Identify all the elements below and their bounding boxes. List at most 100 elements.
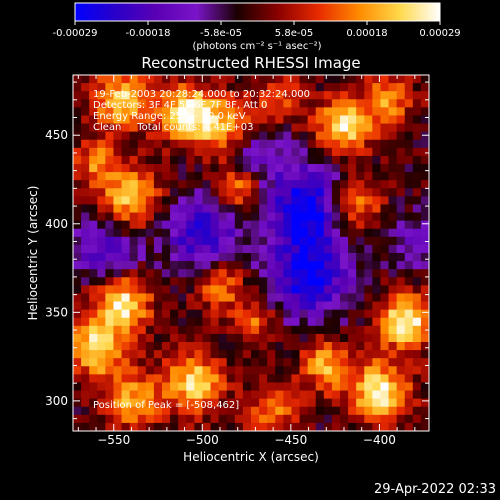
heatmap-cell: [129, 301, 139, 311]
heatmap-cell: [251, 115, 260, 125]
heatmap-cell: [153, 390, 163, 400]
heatmap-cell: [153, 91, 163, 100]
heatmap-cell: [291, 261, 301, 270]
heatmap-cell: [331, 107, 341, 117]
heatmap-cell: [242, 99, 252, 108]
heatmap-cell: [121, 180, 131, 189]
heatmap-cell: [331, 228, 341, 238]
heatmap-cell: [283, 333, 293, 343]
heatmap-cell: [218, 253, 228, 262]
heatmap-cell: [364, 390, 373, 400]
heatmap-cell: [178, 285, 187, 295]
heatmap-cell: [226, 293, 236, 303]
heatmap-cell: [202, 115, 212, 125]
heatmap-cell: [97, 75, 106, 84]
heatmap-cell: [113, 317, 123, 327]
heatmap-cell: [372, 172, 382, 181]
heatmap-cell: [178, 398, 187, 408]
heatmap-cell: [420, 139, 429, 149]
heatmap-cell: [73, 414, 82, 424]
heatmap-cell: [331, 172, 341, 181]
heatmap-cell: [356, 422, 365, 431]
heatmap-cell: [218, 236, 228, 246]
heatmap-cell: [105, 350, 115, 359]
heatmap-cell: [218, 422, 228, 431]
heatmap-cell: [113, 422, 123, 431]
heatmap-cell: [162, 139, 171, 149]
heatmap-cell: [291, 75, 301, 84]
heatmap-cell: [129, 107, 139, 117]
heatmap-cell: [202, 253, 212, 262]
heatmap-cell: [251, 422, 260, 431]
heatmap-cell: [356, 99, 365, 108]
heatmap-cell: [356, 196, 365, 206]
heatmap-cell: [121, 91, 131, 100]
heatmap-cell: [153, 350, 163, 359]
heatmap-cell: [89, 398, 98, 408]
heatmap-cell: [372, 390, 382, 400]
heatmap-cell: [121, 382, 131, 392]
heatmap-cell: [242, 196, 252, 206]
heatmap-cell: [121, 83, 131, 92]
heatmap-cell: [73, 309, 82, 319]
heatmap-cell: [267, 244, 276, 254]
heatmap-cell: [226, 374, 236, 384]
heatmap-cell: [121, 277, 131, 286]
heatmap-cell: [388, 155, 398, 165]
heatmap-cell: [404, 414, 414, 424]
heatmap-cell: [340, 422, 349, 431]
heatmap-cell: [340, 414, 349, 424]
heatmap-cell: [372, 220, 382, 230]
heatmap-cell: [404, 196, 414, 206]
heatmap-cell: [404, 164, 414, 173]
heatmap-cell: [372, 269, 382, 278]
heatmap-cell: [194, 196, 204, 206]
heatmap-cell: [323, 115, 333, 125]
heatmap-cell: [105, 115, 115, 125]
heatmap-cell: [178, 374, 187, 384]
heatmap-cell: [388, 139, 398, 149]
heatmap-cell: [210, 75, 220, 84]
heatmap-cell: [372, 309, 382, 319]
heatmap-cell: [251, 293, 260, 303]
heatmap-cell: [202, 172, 212, 181]
heatmap-cell: [218, 390, 228, 400]
heatmap-cell: [364, 115, 373, 125]
heatmap-cell: [420, 164, 429, 173]
heatmap-cell: [323, 91, 333, 100]
heatmap-cell: [315, 253, 325, 262]
heatmap-cell: [348, 309, 357, 319]
heatmap-cell: [356, 180, 365, 189]
heatmap-cell: [129, 382, 139, 392]
heatmap-cell: [307, 261, 317, 270]
heatmap-cell: [186, 414, 195, 424]
heatmap-cell: [81, 253, 90, 262]
heatmap-cell: [97, 228, 106, 238]
heatmap-cell: [396, 422, 406, 431]
heatmap-cell: [356, 317, 365, 327]
heatmap-cell: [194, 155, 204, 165]
heatmap-cell: [218, 277, 228, 286]
heatmap-cell: [202, 390, 212, 400]
heatmap-cell: [242, 269, 252, 278]
heatmap-cell: [412, 366, 422, 375]
heatmap-cell: [170, 244, 179, 254]
heatmap-cell: [323, 382, 333, 392]
heatmap-cell: [137, 147, 147, 157]
heatmap-cell: [307, 188, 317, 197]
heatmap-cell: [121, 172, 131, 181]
heatmap-cell: [129, 123, 139, 133]
heatmap-cell: [323, 293, 333, 303]
heatmap-cell: [412, 350, 422, 359]
heatmap-cell: [97, 325, 106, 335]
heatmap-cell: [388, 358, 398, 367]
heatmap-cell: [218, 155, 228, 165]
heatmap-cell: [388, 277, 398, 286]
heatmap-cell: [251, 390, 260, 400]
heatmap-cell: [234, 350, 244, 359]
heatmap-cell: [129, 414, 139, 424]
heatmap-cell: [129, 212, 139, 222]
heatmap-cell: [145, 293, 155, 303]
heatmap-cell: [388, 390, 398, 400]
heatmap-cell: [388, 253, 398, 262]
